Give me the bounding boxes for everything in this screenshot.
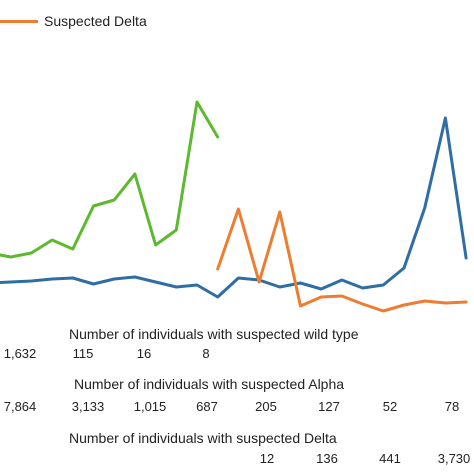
delta-count: 136 xyxy=(316,451,338,466)
delta-count: 12 xyxy=(259,451,275,466)
alpha-count: 78 xyxy=(444,399,460,414)
legend-swatch-delta xyxy=(0,19,38,23)
alpha-count: 127 xyxy=(318,399,340,414)
wild-type-count: 1,632 xyxy=(3,346,37,361)
wild-type-count: 8 xyxy=(202,346,210,361)
wild-type-count-title: Number of individuals with suspected wil… xyxy=(69,326,359,342)
alpha-count: 52 xyxy=(382,399,398,414)
series-line-delta xyxy=(216,207,468,313)
alpha-count: 1,015 xyxy=(133,399,167,414)
alpha-count: 3,133 xyxy=(71,399,105,414)
legend-label-delta: Suspected Delta xyxy=(44,13,147,29)
wild-type-count: 16 xyxy=(136,346,152,361)
delta-count-title: Number of individuals with suspected Del… xyxy=(69,430,337,446)
delta-count: 3,730 xyxy=(437,451,471,466)
delta-count: 441 xyxy=(379,451,401,466)
alpha-count: 687 xyxy=(196,399,218,414)
series-line-green xyxy=(0,100,220,259)
alpha-count: 7,864 xyxy=(3,399,37,414)
alpha-count-title: Number of individuals with suspected Alp… xyxy=(74,376,345,392)
series-line-blue xyxy=(0,116,468,299)
chart-legend: Suspected Delta xyxy=(0,10,147,32)
alpha-count: 205 xyxy=(255,399,277,414)
wild-type-count: 115 xyxy=(72,346,94,361)
